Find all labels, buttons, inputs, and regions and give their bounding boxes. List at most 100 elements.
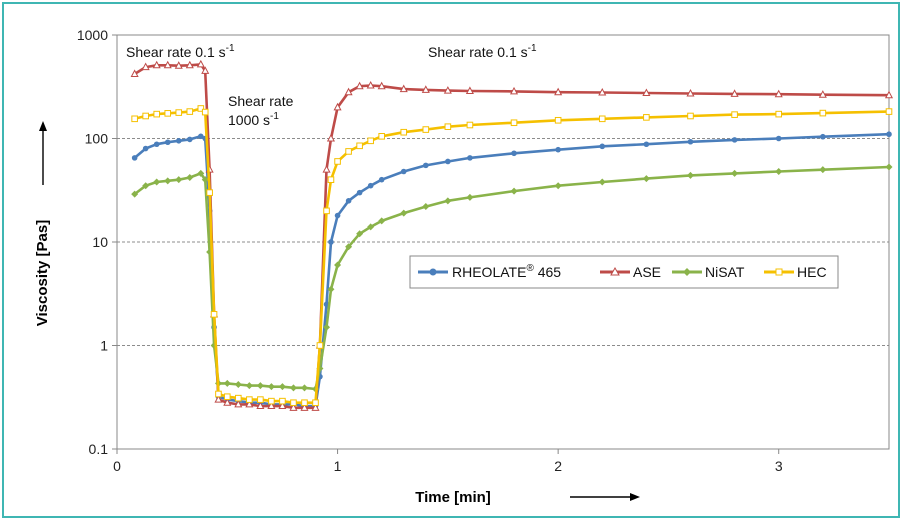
x-tick-label: 3 [775, 458, 783, 474]
axes [112, 34, 890, 454]
data-point [289, 384, 297, 392]
data-point [141, 62, 150, 71]
data-point [400, 128, 408, 136]
x-axis-arrow [570, 493, 640, 501]
data-point [819, 166, 827, 174]
data-point [775, 167, 783, 175]
data-point [642, 175, 650, 183]
data-point [355, 81, 364, 90]
data-point [256, 401, 265, 410]
data-point [345, 243, 353, 251]
data-point [327, 176, 335, 183]
data-point [378, 217, 386, 225]
data-point [175, 138, 182, 144]
data-point [366, 80, 375, 89]
data-point [465, 86, 474, 94]
data-point [334, 212, 341, 219]
data-point [598, 178, 606, 186]
data-point [197, 169, 205, 177]
data-point [378, 176, 385, 183]
data-point [279, 397, 286, 405]
data-point [257, 396, 264, 403]
data-point [510, 187, 518, 195]
data-point [235, 394, 242, 402]
data-point [201, 66, 210, 74]
legend-label-nisat: NiSAT [705, 264, 745, 280]
data-point [333, 102, 342, 111]
data-point [377, 81, 386, 90]
data-point [643, 114, 650, 121]
data-point [223, 398, 232, 406]
data-point [367, 182, 374, 189]
data-point [554, 182, 562, 190]
legend-item-rheolate: RHEOLATE® 465 [418, 263, 561, 280]
data-point [174, 61, 183, 69]
legend-label-hec: HEC [797, 264, 827, 280]
data-point [467, 155, 473, 161]
data-point [886, 131, 892, 138]
data-point [356, 189, 363, 196]
y-tick-label: 100 [85, 131, 109, 147]
data-point [153, 178, 161, 186]
data-point [323, 323, 331, 331]
y-axis-arrow [39, 121, 47, 185]
y-tick-label: 1 [100, 338, 108, 354]
data-point [466, 121, 474, 129]
data-point [555, 146, 561, 153]
data-point [687, 112, 694, 120]
data-point [234, 399, 243, 408]
data-point [345, 198, 352, 204]
data-point [267, 401, 276, 410]
data-point [820, 133, 826, 140]
y-axis-title: Viscosity [Pas] [34, 220, 51, 326]
data-point [643, 141, 650, 148]
data-point [422, 126, 430, 133]
data-point [164, 110, 172, 117]
data-point [444, 123, 452, 131]
x-tick-label: 2 [554, 458, 562, 474]
data-point [210, 311, 218, 318]
data-point [215, 390, 222, 398]
data-point [142, 182, 150, 190]
annotation-shear-rate-high-line2: 1000 s-1 [228, 111, 279, 128]
data-point [267, 383, 275, 391]
legend-item-hec: HEC [764, 264, 827, 280]
data-point [201, 108, 209, 116]
data-point [731, 169, 739, 177]
data-point [819, 109, 827, 117]
data-point [598, 87, 607, 96]
data-point [246, 396, 253, 403]
data-point [344, 87, 353, 96]
data-point [245, 399, 254, 408]
data-point [131, 155, 138, 161]
data-point [686, 88, 695, 97]
data-point [327, 285, 335, 293]
data-point [131, 115, 138, 123]
data-point [153, 141, 160, 148]
data-point [214, 395, 223, 403]
legend: RHEOLATE® 465 ASE NiSAT HEC [409, 255, 839, 289]
data-point [511, 150, 517, 157]
data-point [198, 133, 204, 140]
data-point [884, 90, 894, 99]
data-point [399, 84, 408, 93]
data-point [510, 119, 518, 127]
data-point [300, 403, 309, 411]
data-point [289, 403, 298, 411]
annotation-shear-rate-high-line1: Shear rate [228, 93, 294, 109]
data-point [334, 261, 342, 269]
data-point [163, 60, 172, 69]
data-point [142, 112, 149, 120]
data-point [152, 60, 161, 69]
annotation-shear-rate-low-right: Shear rate 0.1 s-1 [428, 43, 537, 60]
x-axis-title: Time [min] [415, 489, 491, 506]
legend-item-ase: ASE [600, 264, 661, 280]
data-point [185, 60, 194, 69]
data-point [245, 382, 253, 390]
data-point [206, 189, 213, 196]
data-point [175, 109, 183, 116]
data-point [885, 108, 893, 115]
data-point [421, 85, 430, 93]
x-tick-label: 0 [113, 458, 121, 474]
